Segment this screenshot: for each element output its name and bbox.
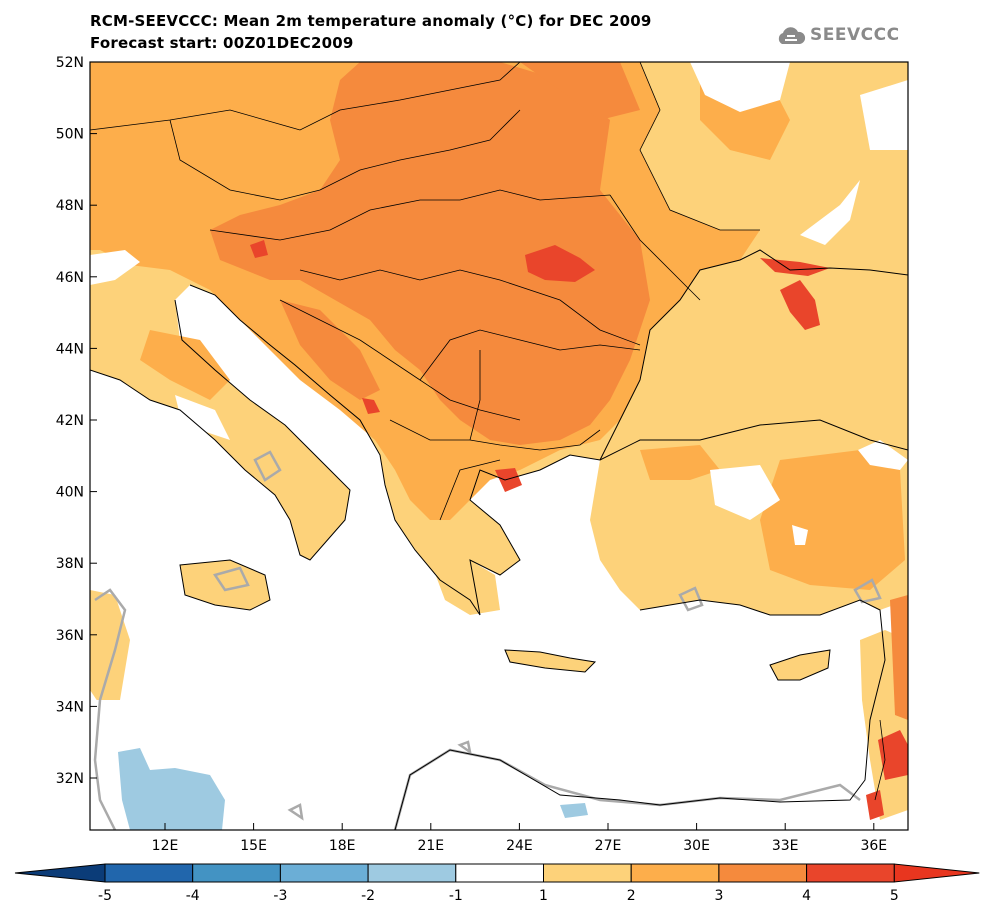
colorbar-segment <box>279 863 369 883</box>
anomaly-area-3-4 <box>210 62 650 445</box>
colorbar-segment <box>718 863 808 883</box>
neutral-area-ukraine <box>690 62 790 112</box>
lat-label: 34N <box>56 699 84 715</box>
anomaly-area-2-3-anatolia-w <box>640 445 720 480</box>
lat-label: 44N <box>56 341 84 357</box>
anomaly-area-4-5-sinai <box>866 790 884 820</box>
lat-label: 46N <box>56 270 84 286</box>
map-title: RCM-SEEVCCC: Mean 2m temperature anomaly… <box>90 12 652 30</box>
latitude-axis: 52N 50N 48N 46N 44N 42N 40N 38N 36N 34N 32N <box>56 55 97 787</box>
lat-label: 52N <box>56 55 84 71</box>
anomaly-area-4-5-azov <box>760 258 830 276</box>
coastline <box>599 249 908 461</box>
lon-label: 15E <box>240 838 267 854</box>
anomaly-area-4-5-montenegro <box>362 398 380 414</box>
anomaly-area-3-4-adriatic <box>280 300 380 400</box>
lat-label: 38N <box>56 556 84 572</box>
coastline <box>179 559 831 681</box>
anomaly-area-minus1-2-egypt <box>560 803 588 818</box>
anomaly-area-2-3-anatolia-s <box>760 450 905 590</box>
colorbar-segment <box>806 863 895 883</box>
colorbar-tick-label: -4 <box>186 888 200 904</box>
seevccc-logo: SEEVCCC <box>776 24 900 46</box>
lon-label: 24E <box>506 838 533 854</box>
colorbar-tick-label: 5 <box>890 888 899 904</box>
lon-label: 18E <box>329 838 356 854</box>
anomaly-area-1-2-greece <box>430 560 500 615</box>
anomaly-area-2-3-italy <box>140 330 230 400</box>
neutral-area-russia <box>860 80 908 150</box>
colorbar-segment <box>192 863 281 883</box>
lon-label: 27E <box>595 838 622 854</box>
anomaly-area-4-5-levant <box>878 730 908 780</box>
anomaly-area-4-5-romania <box>525 245 595 282</box>
anomaly-area-4-5-chalkidiki <box>495 468 522 492</box>
coastline <box>189 284 908 616</box>
anomaly-area-3-4-levant-n <box>890 595 908 720</box>
lat-label: 48N <box>56 198 84 214</box>
colorbar-tick-label: -1 <box>449 888 463 904</box>
colorbar-tick-label: -2 <box>361 888 375 904</box>
anomaly-map <box>90 62 908 830</box>
anomaly-area-1-2-cyprus <box>770 650 830 680</box>
colorbar-segment <box>543 863 632 883</box>
anomaly-area-1-2-sardinia-tunis <box>90 590 130 705</box>
anomaly-area-3-4-north <box>520 62 640 120</box>
lat-label: 40N <box>56 485 84 501</box>
colorbar-segment <box>630 863 720 883</box>
logo-text: SEEVCCC <box>810 25 900 45</box>
colorbar-tick-label: 4 <box>802 888 811 904</box>
longitude-axis: 12E 15E 18E 21E 24E 27E 30E 33E 36E <box>152 823 887 854</box>
neutral-area-italy <box>175 395 230 440</box>
coastline <box>394 599 886 830</box>
map-frame <box>89 61 909 831</box>
cloud-icon <box>778 27 806 44</box>
lat-label: 32N <box>56 771 84 787</box>
anomaly-area-4-5-alps <box>250 240 268 258</box>
lon-label: 12E <box>152 838 179 854</box>
colorbar-segment <box>367 863 457 883</box>
colorbar-segment <box>455 863 544 883</box>
colorbar-tick-label: 3 <box>714 888 723 904</box>
colorbar: -5 -4 -3 -2 -1 1 2 3 4 5 <box>14 863 980 904</box>
colorbar-tick-label: -5 <box>98 888 112 904</box>
lon-label: 33E <box>772 838 799 854</box>
neutral-area-lake <box>858 440 908 470</box>
neutral-area-donbas <box>800 180 860 245</box>
anomaly-area-minus1-2-libya <box>118 748 225 830</box>
colorbar-segment <box>104 863 194 883</box>
zero-contour-line <box>93 588 127 830</box>
neutral-area-po <box>90 250 140 285</box>
anomaly-area-4-5-crimea <box>780 280 820 330</box>
lat-label: 42N <box>56 413 84 429</box>
country-borders <box>90 62 886 801</box>
colorbar-tick-label: -3 <box>273 888 287 904</box>
lon-label: 21E <box>417 838 444 854</box>
colorbar-above-arrow <box>893 863 980 883</box>
zero-contour-line <box>393 748 861 830</box>
zero-contour-line <box>213 450 882 821</box>
forecast-start-label: Forecast start: 00Z01DEC2009 <box>90 34 354 52</box>
lat-label: 50N <box>56 127 84 143</box>
neutral-area-anatolia-1 <box>710 465 780 520</box>
lon-label: 30E <box>683 838 710 854</box>
anomaly-area-1-2-sicily <box>180 560 270 610</box>
colorbar-tick-label: 1 <box>539 888 548 904</box>
lat-label: 36N <box>56 628 84 644</box>
lon-label: 36E <box>860 838 887 854</box>
coastline <box>90 299 351 561</box>
colorbar-below-arrow <box>14 863 106 883</box>
colorbar-tick-label: 2 <box>627 888 636 904</box>
neutral-area-anatolia-2 <box>792 525 808 545</box>
anomaly-area-1-2-crete <box>505 650 595 672</box>
